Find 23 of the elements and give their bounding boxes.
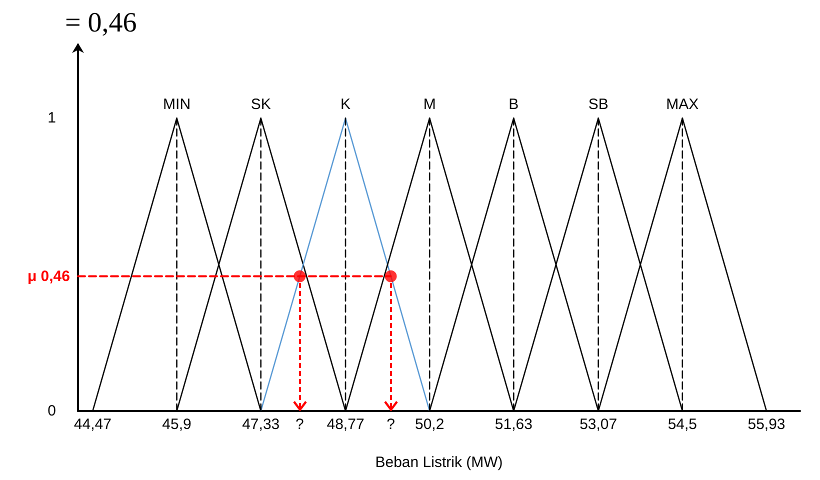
x-tick-label: ? xyxy=(295,416,304,433)
x-tick-label: 47,33 xyxy=(242,416,280,433)
series-label: SB xyxy=(588,96,608,114)
series-label: MIN xyxy=(163,96,191,114)
series-label: M xyxy=(423,96,436,114)
x-tick-label: 54,5 xyxy=(668,416,698,433)
x-tick-label: 48,77 xyxy=(326,416,364,433)
x-tick-label: 53,07 xyxy=(580,416,618,433)
series-label: MAX xyxy=(666,96,699,114)
chart-title: = 0,46 xyxy=(65,8,137,38)
y-tick-label: 0 xyxy=(48,402,56,420)
x-tick-label: 44,47 xyxy=(74,416,112,433)
x-tick-label: ? xyxy=(386,416,395,433)
x-tick-label: 55,93 xyxy=(748,416,786,433)
annotation: μ 0,46 xyxy=(27,268,70,285)
series-label: SK xyxy=(250,96,271,114)
x-tick-label: 45,9 xyxy=(162,416,192,433)
y-tick-label: 1 xyxy=(48,110,56,127)
series-label: B xyxy=(508,96,519,114)
x-axis-title: Beban Listrik (MW) xyxy=(375,454,503,471)
x-tick-label: 51,63 xyxy=(494,416,532,433)
series-label: K xyxy=(340,96,351,114)
x-tick-label: 50,2 xyxy=(414,416,444,433)
